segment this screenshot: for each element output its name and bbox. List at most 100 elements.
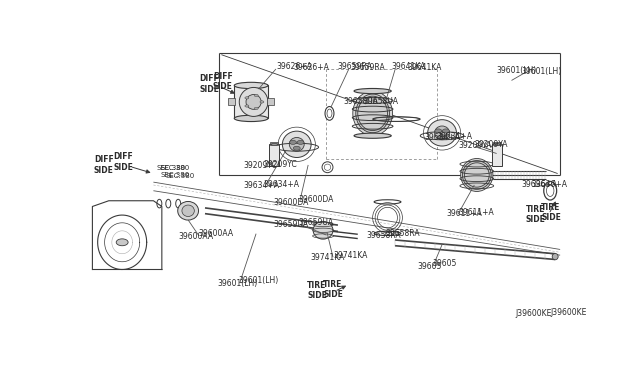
Circle shape [254, 94, 258, 97]
Text: TIRE
SIDE: TIRE SIDE [323, 280, 343, 299]
Text: 39600AA: 39600AA [178, 232, 213, 241]
Ellipse shape [246, 94, 261, 109]
Text: 39209YA: 39209YA [458, 141, 492, 150]
Text: J39600KE: J39600KE [550, 308, 587, 317]
Ellipse shape [234, 115, 268, 122]
Ellipse shape [313, 221, 333, 239]
Text: TIRE
SIDE: TIRE SIDE [525, 205, 545, 224]
Text: DIFF
SIDE: DIFF SIDE [94, 155, 114, 174]
Ellipse shape [322, 162, 333, 173]
Ellipse shape [289, 137, 304, 151]
Text: 39634+A: 39634+A [436, 132, 472, 141]
Ellipse shape [358, 96, 388, 131]
Text: 39634+A: 39634+A [425, 133, 461, 142]
Ellipse shape [176, 199, 180, 208]
Text: DIFF
SIDE: DIFF SIDE [199, 74, 219, 94]
Bar [492, 144, 502, 166]
Text: 39658RA: 39658RA [385, 229, 420, 238]
Text: SEC.380: SEC.380 [157, 166, 186, 171]
Text: 39741KA: 39741KA [310, 253, 345, 262]
Text: 39626+A: 39626+A [276, 62, 312, 71]
Ellipse shape [271, 144, 278, 145]
Ellipse shape [547, 185, 554, 196]
Text: 39634+A: 39634+A [244, 182, 280, 190]
Text: SEC.380: SEC.380 [161, 172, 190, 178]
Ellipse shape [356, 94, 390, 133]
Text: SEC.380: SEC.380 [161, 165, 190, 171]
Circle shape [293, 146, 300, 150]
Ellipse shape [327, 109, 332, 118]
Text: 39600AA: 39600AA [198, 229, 233, 238]
Text: 39605: 39605 [432, 259, 456, 268]
Text: 39636+A: 39636+A [522, 180, 557, 189]
Text: 39641KA: 39641KA [392, 62, 426, 71]
Bar [267, 99, 274, 105]
Text: 39209YC: 39209YC [244, 161, 277, 170]
Ellipse shape [182, 205, 195, 217]
Ellipse shape [239, 87, 268, 116]
Circle shape [116, 239, 128, 246]
Text: 39601(LH): 39601(LH) [522, 67, 562, 76]
Text: J39600KE: J39600KE [515, 309, 552, 318]
Ellipse shape [354, 133, 391, 138]
Circle shape [260, 101, 264, 103]
Ellipse shape [353, 91, 392, 135]
Text: TIRE
SIDE: TIRE SIDE [541, 202, 561, 222]
Ellipse shape [166, 199, 171, 208]
Text: 39605: 39605 [417, 262, 442, 271]
Text: 39659UA: 39659UA [298, 218, 333, 227]
Ellipse shape [282, 131, 311, 157]
Text: 39209YA: 39209YA [474, 140, 508, 150]
Bar [271, 142, 278, 145]
Ellipse shape [493, 144, 500, 145]
Bar [234, 86, 268, 118]
Text: 39641KA: 39641KA [408, 63, 442, 72]
Circle shape [254, 107, 258, 110]
Text: 39658UA: 39658UA [344, 97, 379, 106]
Text: 39626+A: 39626+A [293, 63, 329, 72]
Bar [269, 144, 280, 166]
Text: DIFF
SIDE: DIFF SIDE [114, 153, 134, 172]
Ellipse shape [461, 158, 493, 192]
Text: 39611+A: 39611+A [458, 208, 493, 217]
Circle shape [442, 129, 449, 133]
Text: 39601(LH): 39601(LH) [239, 276, 279, 285]
Text: 39658RA: 39658RA [367, 231, 401, 240]
Text: 39600DA: 39600DA [298, 195, 333, 204]
Text: 39659RA: 39659RA [337, 62, 372, 71]
Text: DIFF
SIDE: DIFF SIDE [213, 71, 233, 91]
Circle shape [435, 129, 442, 133]
Text: 39601(LH): 39601(LH) [497, 67, 537, 76]
Text: 39659RA: 39659RA [350, 63, 385, 72]
Ellipse shape [435, 126, 449, 140]
Text: 39611+A: 39611+A [446, 209, 482, 218]
Text: 39209YC: 39209YC [264, 160, 297, 169]
Ellipse shape [544, 182, 557, 200]
Circle shape [245, 105, 249, 107]
Circle shape [438, 135, 445, 139]
Ellipse shape [428, 120, 456, 146]
Circle shape [245, 97, 249, 99]
Ellipse shape [325, 106, 334, 120]
Text: 39600DA: 39600DA [273, 198, 309, 207]
Ellipse shape [157, 199, 162, 208]
Circle shape [297, 140, 304, 144]
Ellipse shape [552, 253, 558, 260]
Text: 39741KA: 39741KA [333, 251, 367, 260]
Text: 39634+A: 39634+A [264, 180, 300, 189]
Ellipse shape [178, 202, 198, 220]
Text: 39659UA: 39659UA [273, 220, 308, 229]
Circle shape [289, 140, 296, 144]
Text: TIRE
SIDE: TIRE SIDE [307, 281, 327, 300]
Ellipse shape [234, 82, 268, 89]
Ellipse shape [463, 161, 491, 189]
Ellipse shape [324, 164, 331, 170]
Text: 39601(LH): 39601(LH) [218, 279, 258, 288]
Text: 39636+A: 39636+A [531, 180, 568, 189]
Ellipse shape [354, 89, 391, 94]
Ellipse shape [465, 163, 489, 187]
Text: 39658UA: 39658UA [364, 97, 399, 106]
Bar [493, 142, 500, 145]
Text: SEC.380: SEC.380 [165, 173, 195, 179]
Bar [228, 99, 236, 105]
